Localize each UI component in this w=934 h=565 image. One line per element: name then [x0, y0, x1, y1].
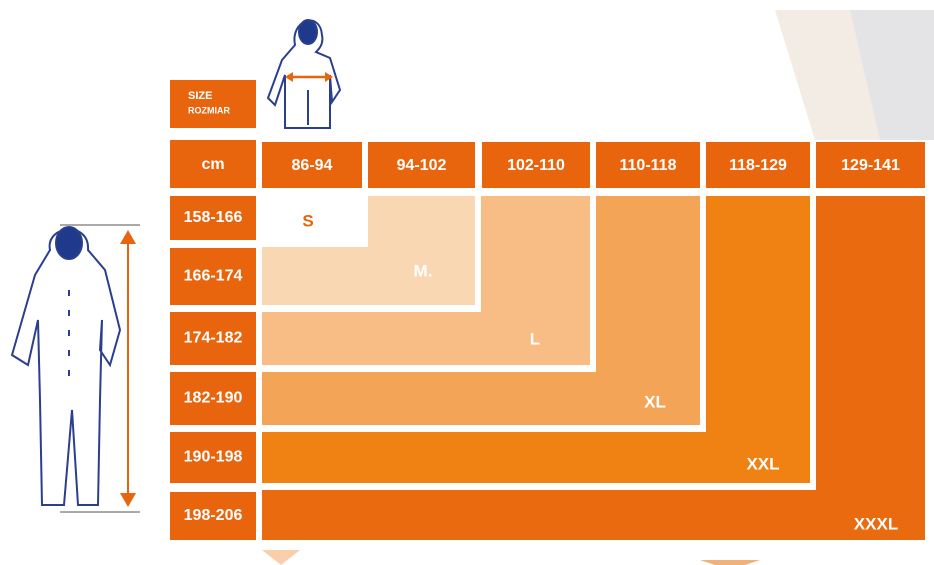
height-row-box — [170, 372, 256, 425]
height-arrow — [120, 230, 136, 507]
height-range: 182-190 — [184, 390, 243, 407]
size-label: S — [302, 211, 313, 230]
chest-range: 86-94 — [292, 157, 333, 174]
chest-header-box — [262, 142, 362, 188]
background-shape — [850, 10, 934, 140]
size-label: L — [530, 329, 540, 348]
chest-header-box — [816, 142, 925, 188]
chest-header-box — [368, 142, 475, 188]
height-row-box — [170, 196, 256, 240]
height-row-box — [170, 432, 256, 483]
height-row-box — [170, 492, 256, 540]
chest-header-box — [596, 142, 700, 188]
height-range: 158-166 — [184, 209, 243, 226]
height-range: 166-174 — [184, 268, 243, 285]
size-label: XL — [644, 392, 666, 411]
size-region — [262, 196, 362, 240]
chest-header-box — [482, 142, 590, 188]
size-header-box — [170, 80, 256, 128]
chest-figure — [266, 19, 342, 129]
unit-box — [170, 140, 256, 188]
unit-label: cm — [201, 156, 224, 173]
chest-range: 129-141 — [841, 157, 900, 174]
chest-range: 118-129 — [729, 157, 787, 174]
chest-range: 102-110 — [507, 157, 565, 174]
height-range: 174-182 — [184, 330, 243, 347]
background-shape — [262, 550, 300, 565]
height-figure — [10, 224, 140, 513]
background-shape — [700, 560, 760, 565]
chest-header-box — [706, 142, 810, 188]
chest-range: 94-102 — [397, 157, 447, 174]
chest-range: 110-118 — [620, 157, 677, 174]
size-label: SIZE — [188, 90, 212, 102]
height-row-box — [170, 248, 256, 305]
height-row-box — [170, 312, 256, 365]
height-range: 198-206 — [184, 507, 243, 524]
size-label-pl: ROZMIAR — [188, 105, 230, 115]
size-label: M. — [414, 261, 433, 280]
chest-arrow — [285, 72, 333, 82]
size-label: XXXL — [854, 514, 898, 533]
height-range: 190-198 — [184, 449, 243, 466]
size-label: XXL — [746, 454, 779, 473]
